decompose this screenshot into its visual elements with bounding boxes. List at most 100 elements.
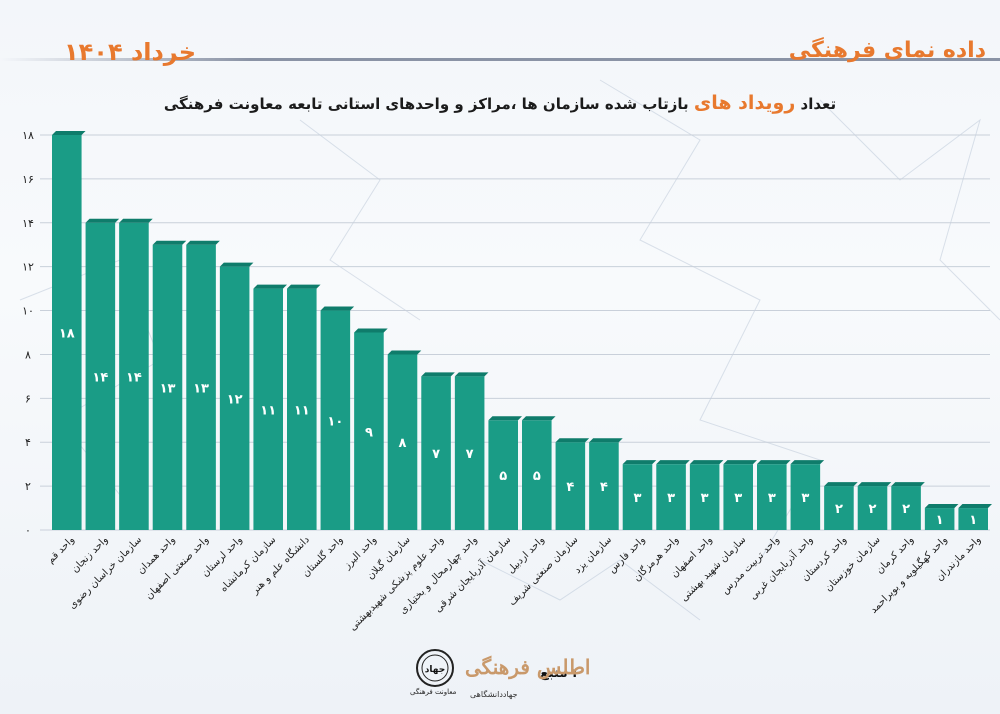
bar-value-label: ۱۴ bbox=[126, 370, 142, 385]
y-tick-label: ۱۴ bbox=[22, 217, 34, 230]
bar bbox=[186, 244, 216, 530]
bar-value-label: ۱۱ bbox=[260, 403, 276, 418]
bar bbox=[589, 442, 619, 530]
bar-cap bbox=[421, 372, 455, 377]
bar-cap bbox=[186, 240, 220, 245]
bar-cap bbox=[824, 482, 858, 487]
x-tick-label: دانشگاه علم و هنر bbox=[248, 534, 312, 598]
x-tick-label: واحد صنعتی اصفهان bbox=[144, 534, 212, 602]
bar bbox=[891, 486, 921, 530]
source-label: منبع : bbox=[540, 666, 578, 681]
bar bbox=[622, 464, 653, 530]
bar-value-label: ۲ bbox=[869, 502, 877, 517]
x-tick-label: سازمان صنعتی شریف bbox=[507, 534, 581, 608]
brand-title: داده نمای فرهنگی bbox=[788, 38, 986, 63]
header-rule bbox=[0, 58, 1000, 61]
bar-cap bbox=[689, 460, 724, 465]
bar-value-label: ۱۴ bbox=[92, 370, 108, 385]
bar bbox=[454, 376, 485, 530]
bar-value-label: ۲ bbox=[835, 502, 843, 517]
bar-value-label: ۱۸ bbox=[59, 327, 75, 342]
x-tick-label: سازمان شهید بهشتی bbox=[679, 534, 748, 603]
bar-cap bbox=[723, 460, 757, 465]
bar bbox=[555, 442, 586, 530]
bar bbox=[656, 464, 686, 530]
bar-cap bbox=[656, 460, 690, 465]
bar bbox=[824, 486, 854, 530]
bar bbox=[421, 376, 451, 530]
bar-value-label: ۲ bbox=[902, 502, 910, 517]
bar-value-label: ۵ bbox=[499, 469, 507, 484]
x-tick-label: واحد قم bbox=[45, 534, 77, 566]
bar bbox=[689, 464, 720, 530]
bar-cap bbox=[253, 284, 287, 289]
bar-value-label: ۳ bbox=[634, 491, 642, 506]
atlas-caption: جهاددانشگاهی bbox=[470, 690, 518, 699]
bar-cap bbox=[790, 460, 825, 465]
bar-cap bbox=[857, 482, 892, 487]
bar-value-label: ۱ bbox=[969, 513, 977, 528]
bar-value-label: ۱۰ bbox=[327, 414, 343, 429]
bar-cap bbox=[924, 504, 959, 509]
bar bbox=[488, 420, 518, 530]
bar bbox=[85, 222, 116, 530]
atlas-logo: اطلس فرهنگی bbox=[465, 655, 591, 679]
y-tick-label: ۱۸ bbox=[22, 129, 34, 142]
y-tick-label: ۸ bbox=[25, 348, 31, 361]
bar bbox=[354, 332, 384, 530]
y-tick-label: ۱۲ bbox=[22, 261, 34, 274]
bar bbox=[723, 464, 753, 530]
date-title: خرداد ۱۴۰۴ bbox=[64, 38, 197, 66]
bar-cap bbox=[555, 438, 590, 443]
bar-cap bbox=[152, 240, 187, 245]
bar-cap bbox=[85, 218, 120, 223]
bar bbox=[287, 288, 317, 530]
bar-value-label: ۱۳ bbox=[160, 381, 176, 396]
jihad-caption: معاونت فرهنگی bbox=[410, 688, 457, 696]
bar bbox=[958, 508, 988, 530]
bar-cap bbox=[891, 482, 925, 487]
bar-value-label: ۱۱ bbox=[294, 403, 310, 418]
bar-cap bbox=[52, 131, 86, 135]
y-tick-label: ۱۰ bbox=[22, 305, 34, 318]
y-tick-label: ۰ bbox=[25, 524, 31, 537]
chart-title: تعداد رویداد های بازتاب شده سازمان ها ،م… bbox=[0, 92, 1000, 114]
bar-value-label: ۷ bbox=[466, 447, 474, 462]
jihad-logo-text: جهاد bbox=[425, 665, 445, 675]
bar-value-label: ۵ bbox=[533, 469, 541, 484]
bar-value-label: ۱۳ bbox=[193, 381, 209, 396]
bar-value-label: ۱۲ bbox=[227, 392, 243, 407]
bar-cap bbox=[589, 438, 623, 443]
chart-title-after: بازتاب شده سازمان ها ،مراکز و واحدهای اس… bbox=[163, 95, 689, 113]
bar bbox=[757, 464, 787, 530]
bar-cap bbox=[287, 284, 321, 289]
bar-value-label: ۳ bbox=[667, 491, 675, 506]
bar-cap bbox=[488, 416, 522, 421]
bar-value-label: ۷ bbox=[432, 447, 440, 462]
bar bbox=[219, 266, 250, 530]
bar bbox=[320, 310, 351, 530]
bar-value-label: ۸ bbox=[399, 436, 407, 451]
x-tick-label: واحد آذربایجان غربی bbox=[746, 533, 815, 602]
bar-cap bbox=[454, 372, 489, 377]
bar-cap bbox=[219, 262, 254, 267]
bar-cap bbox=[757, 460, 791, 465]
bar bbox=[387, 354, 418, 530]
bar-value-label: ۳ bbox=[734, 491, 742, 506]
bar bbox=[790, 464, 821, 530]
bar-cap bbox=[387, 350, 422, 355]
chart-title-before: تعداد bbox=[800, 95, 837, 113]
bar-value-label: ۳ bbox=[768, 491, 776, 506]
bar-value-label: ۱ bbox=[936, 513, 944, 528]
bar-cap bbox=[622, 460, 657, 465]
y-tick-label: ۶ bbox=[25, 392, 31, 405]
y-tick-label: ۱۶ bbox=[22, 173, 34, 186]
y-tick-label: ۴ bbox=[25, 436, 31, 449]
bar-value-label: ۴ bbox=[566, 480, 574, 495]
bar-value-label: ۴ bbox=[600, 480, 608, 495]
x-tick-label: واحد تربیت مدرس bbox=[720, 534, 782, 596]
bar-cap bbox=[119, 218, 153, 223]
bar-value-label: ۳ bbox=[701, 491, 709, 506]
bar bbox=[152, 244, 183, 530]
